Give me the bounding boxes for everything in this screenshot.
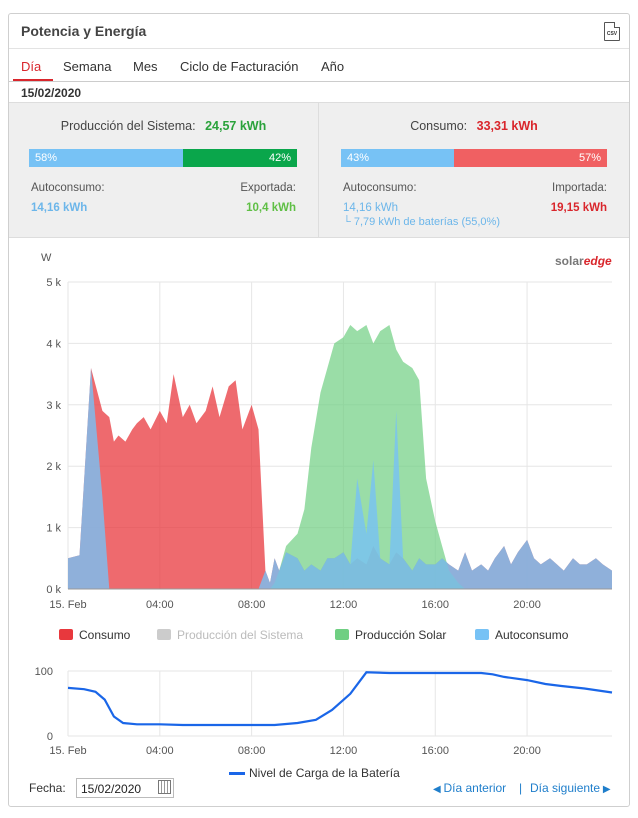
tab-ciclo-facturacion[interactable]: Ciclo de Facturación [180, 59, 299, 74]
consumption-bar-left-label: 43% [347, 152, 370, 164]
fecha-input[interactable]: 15/02/2020 [76, 778, 174, 798]
legend-consumo-swatch [59, 629, 73, 640]
y-tick-label: 4 k [46, 338, 61, 350]
production-summary: Producción del Sistema: 24,57 kWh 58% 42… [9, 102, 319, 238]
legend-produccion-solar-swatch [335, 629, 349, 640]
tab-semana[interactable]: Semana [63, 59, 112, 74]
series-area-producción-solar [68, 325, 612, 589]
panel-header: Potencia y Energía CSV [9, 14, 629, 49]
next-day-link[interactable]: Día siguiente ▶ [530, 781, 611, 795]
selected-date: 15/02/2020 [21, 86, 82, 100]
production-total: 24,57 kWh [205, 119, 267, 133]
battery-level-line [67, 671, 613, 727]
legend-autoconsumo-swatch [475, 629, 489, 640]
consumption-left-label: Autoconsumo: [343, 182, 417, 194]
tab-dia[interactable]: Día [21, 59, 42, 74]
x-tick-label: 15. Feb [49, 599, 86, 611]
consumption-bar-autoconsumo: 43% [341, 149, 454, 167]
legend-produccion-solar-label: Producción Solar [355, 628, 447, 642]
legend-autoconsumo[interactable]: Autoconsumo [475, 628, 568, 642]
consumption-title-label: Consumo: [410, 119, 468, 133]
consumption-summary: Consumo: 33,31 kWh 43% 57% Autoconsumo: … [319, 102, 629, 238]
legend-produccion-solar[interactable]: Producción Solar [335, 628, 446, 642]
y-axis-unit-label: W [41, 252, 52, 264]
consumption-total: 33,31 kWh [476, 119, 538, 133]
battery-x-tick-label: 08:00 [238, 745, 266, 757]
production-bar-right-label: 42% [268, 152, 291, 164]
battery-share-note: └ 7,79 kWh de baterías (55,0%) [343, 216, 500, 228]
period-tabs: Día Semana Mes Ciclo de Facturación Año [9, 49, 629, 82]
battery-x-tick-label: 15. Feb [49, 745, 86, 757]
production-right-label: Exportada: [240, 182, 296, 194]
legend-autoconsumo-label: Autoconsumo [495, 628, 569, 642]
panel-title: Potencia y Energía [21, 23, 147, 39]
production-title: Producción del Sistema: 24,57 kWh [9, 119, 318, 133]
production-title-label: Producción del Sistema: [60, 119, 196, 133]
legend-consumo-label: Consumo [79, 628, 131, 642]
series-area-autoconsumo [68, 368, 612, 589]
x-tick-label: 16:00 [421, 599, 449, 611]
y-tick-label: 2 k [46, 461, 61, 473]
consumption-bar-imported: 57% [454, 149, 607, 167]
calendar-icon[interactable] [158, 780, 171, 794]
fecha-label: Fecha: [29, 781, 66, 795]
consumption-bar: 43% 57% [341, 149, 607, 167]
legend-produccion-sistema[interactable]: Producción del Sistema [157, 628, 303, 642]
battery-y-tick-label: 100 [35, 666, 53, 678]
production-bar-left-label: 58% [35, 152, 58, 164]
y-tick-label: 3 k [46, 400, 61, 412]
prev-day-label: Día anterior [443, 781, 507, 795]
battery-x-tick-label: 16:00 [421, 745, 449, 757]
battery-legend[interactable]: Nivel de Carga de la Batería [229, 766, 400, 780]
y-tick-label: 5 k [46, 277, 61, 289]
x-tick-label: 04:00 [146, 599, 174, 611]
battery-x-tick-label: 12:00 [330, 745, 358, 757]
solaredge-logo: solaredge [555, 254, 612, 268]
production-bar: 58% 42% [29, 149, 297, 167]
production-bar-exported: 42% [183, 149, 297, 167]
consumption-right-label: Importada: [552, 182, 607, 194]
production-right-value: 10,4 kWh [246, 202, 296, 214]
battery-legend-label: Nivel de Carga de la Batería [249, 766, 400, 780]
battery-x-tick-label: 04:00 [146, 745, 174, 757]
battery-y-tick-label: 0 [47, 731, 53, 743]
nav-separator: | [519, 781, 523, 795]
battery-x-tick-label: 20:00 [513, 745, 541, 757]
consumption-right-value: 19,15 kWh [550, 202, 607, 214]
consumption-bar-right-label: 57% [578, 152, 601, 164]
consumption-title: Consumo: 33,31 kWh [319, 119, 629, 133]
y-tick-label: 0 k [46, 584, 61, 596]
main-chart-area: W 0 k 1 k 2 k 3 k 4 k 5 k 15. Feb 04:00 08:00 12:0… [41, 252, 612, 611]
production-left-value: 14,16 kWh [31, 202, 88, 214]
y-tick-label: 1 k [46, 523, 61, 535]
tab-mes[interactable]: Mes [133, 59, 158, 74]
legend-produccion-sistema-label: Producción del Sistema [177, 628, 304, 642]
tab-ano[interactable]: Año [321, 59, 345, 74]
battery-chart-area: 0 100 15. Feb 04:00 08:00 12:00 16:00 20:00 [35, 666, 613, 757]
x-tick-label: 08:00 [238, 599, 266, 611]
chevron-right-icon: ▶ [600, 784, 611, 795]
production-bar-autoconsumo: 58% [29, 149, 183, 167]
energy-panel: Potencia y Energía CSV Día Semana Mes Ci… [8, 13, 630, 807]
consumption-left-value: 14,16 kWh [343, 202, 398, 214]
x-tick-label: 12:00 [330, 599, 358, 611]
prev-day-link[interactable]: ◀ Día anterior [433, 781, 506, 795]
production-left-label: Autoconsumo: [31, 182, 105, 194]
x-tick-label: 20:00 [513, 599, 541, 611]
legend-produccion-sistema-swatch [157, 629, 171, 640]
battery-legend-line [229, 772, 245, 775]
active-tab-indicator [13, 79, 53, 81]
legend-consumo[interactable]: Consumo [59, 628, 130, 642]
next-day-label: Día siguiente [530, 781, 601, 795]
chevron-left-icon: ◀ [433, 784, 444, 795]
series-area-consumo [68, 368, 612, 589]
csv-file-icon[interactable]: CSV [604, 22, 620, 41]
